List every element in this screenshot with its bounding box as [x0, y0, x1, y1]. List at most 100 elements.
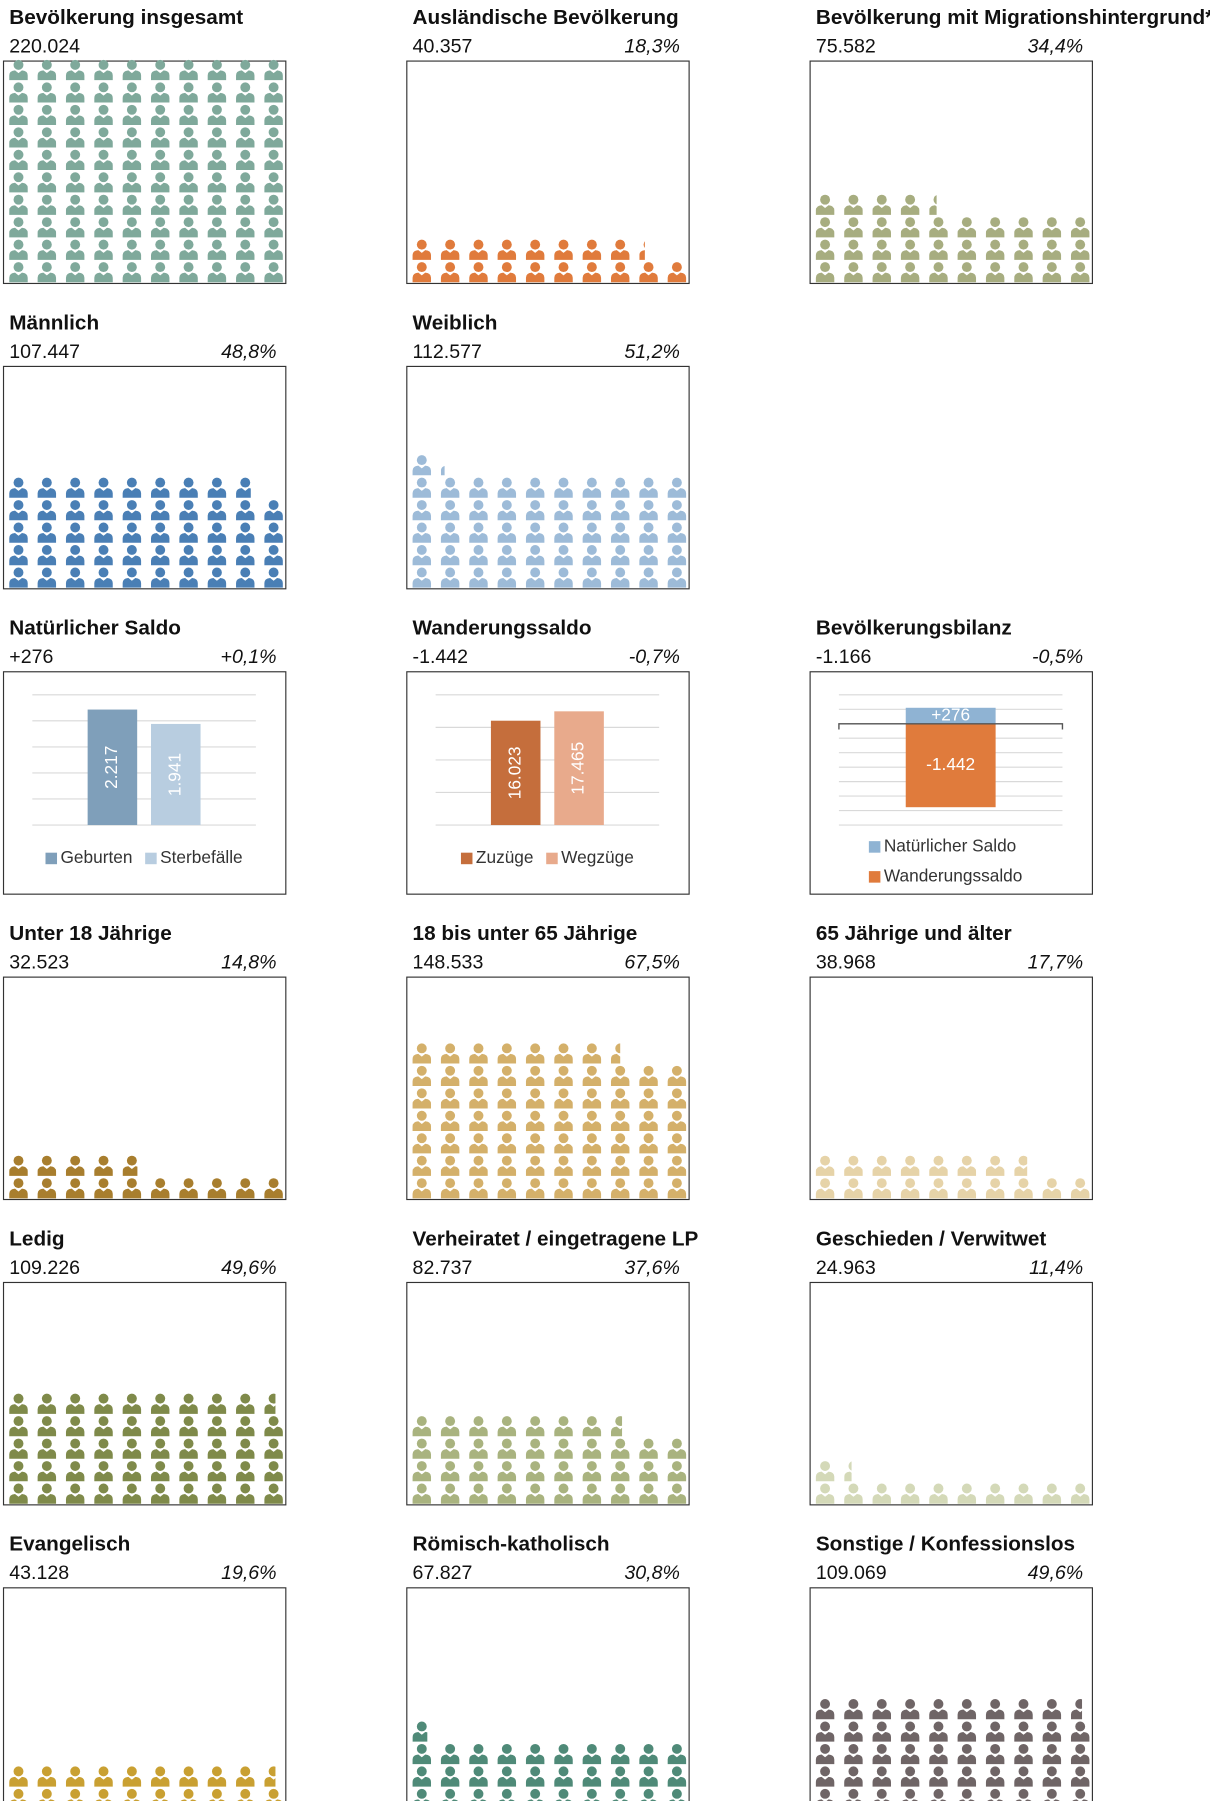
- icon-body: [497, 555, 517, 566]
- person-icon: [1042, 262, 1062, 283]
- person-icon: [554, 1065, 573, 1087]
- icon-head: [961, 217, 972, 228]
- icon-body: [844, 1494, 863, 1504]
- person-icon: [985, 1699, 1005, 1720]
- person-icon: [207, 59, 227, 81]
- person-icon: [122, 545, 142, 566]
- icon-head: [848, 217, 859, 228]
- icon-body: [37, 533, 57, 543]
- icon-body: [1070, 1754, 1090, 1765]
- icon-head: [13, 262, 24, 273]
- person-icon: [582, 1483, 602, 1504]
- icon-body: [469, 488, 488, 498]
- icon-body: [900, 1754, 920, 1765]
- icon-head: [473, 1065, 484, 1076]
- icon-body: [440, 1776, 460, 1787]
- icon-head: [933, 195, 937, 205]
- person-icon: [440, 1178, 460, 1199]
- person-icon: [667, 1438, 687, 1459]
- person-icon: [497, 1043, 517, 1064]
- icon-head: [155, 262, 166, 273]
- legend-swatch: [868, 871, 881, 883]
- icon-body: [37, 1426, 57, 1437]
- panel-total: 38.968: [816, 951, 876, 973]
- person-icon: [667, 1065, 687, 1087]
- icon-body: [929, 1754, 948, 1765]
- person-icon: [639, 1743, 658, 1765]
- person-icon: [815, 1743, 835, 1765]
- icon-body: [122, 1426, 142, 1437]
- person-icon: [207, 172, 227, 193]
- icon-body: [94, 1471, 113, 1482]
- person-icon: [37, 545, 57, 566]
- icon-body: [582, 1121, 602, 1131]
- icon-head: [211, 149, 222, 160]
- icon-body: [957, 272, 977, 283]
- icon-head: [41, 1416, 52, 1427]
- icon-head: [445, 239, 456, 250]
- person-icon: [957, 1178, 977, 1199]
- panel-total: 40.357: [413, 35, 473, 57]
- person-icon: [525, 239, 545, 260]
- icon-head: [905, 262, 916, 273]
- person-icon: [94, 127, 113, 148]
- icon-head: [586, 1766, 597, 1777]
- panel-box: [809, 1587, 1093, 1801]
- panel-total: 75.582: [816, 35, 876, 57]
- icon-body: [412, 1754, 432, 1765]
- icon-body: [525, 555, 545, 566]
- person-icon: [582, 262, 602, 283]
- icon-body: [37, 92, 57, 103]
- icon-head: [126, 500, 137, 510]
- icon-body: [497, 533, 517, 543]
- icon-head: [1075, 1483, 1086, 1494]
- icon-head: [961, 1155, 972, 1166]
- icon-body: [440, 1471, 460, 1482]
- person-icon: [497, 522, 517, 543]
- icon-head: [211, 1416, 222, 1427]
- icon-body: [985, 1188, 1005, 1199]
- icon-head: [848, 262, 859, 273]
- icon-body: [497, 1076, 517, 1087]
- icon-body: [554, 555, 573, 566]
- icon-head: [183, 1461, 194, 1471]
- icon-body: [236, 1471, 255, 1482]
- icon-body: [639, 1449, 658, 1459]
- icon-body: [525, 1471, 545, 1482]
- icon-head: [70, 1788, 81, 1799]
- icon-body: [94, 115, 113, 126]
- icon-head: [183, 522, 194, 533]
- icon-head: [671, 1178, 682, 1189]
- person-icon: [122, 127, 142, 148]
- person-icon: [264, 1393, 276, 1414]
- icon-head: [70, 127, 81, 138]
- icon-head: [848, 239, 859, 250]
- person-icon: [525, 1743, 545, 1765]
- icon-head: [530, 1155, 541, 1166]
- person-icon: [412, 1065, 432, 1087]
- icon-body: [1070, 227, 1090, 238]
- icon-head: [240, 500, 251, 510]
- icon-head: [211, 1766, 222, 1777]
- icon-body: [9, 92, 28, 103]
- person-icon: [469, 500, 488, 521]
- panel-total: 107.447: [9, 341, 80, 363]
- icon-head: [126, 1483, 137, 1494]
- icon-head: [416, 1461, 427, 1471]
- icon-head: [126, 1461, 137, 1471]
- icon-body: [1070, 1731, 1090, 1742]
- icon-body: [236, 250, 255, 260]
- icon-head: [586, 1110, 597, 1121]
- icon-head: [70, 1461, 81, 1471]
- icon-head: [155, 1788, 166, 1799]
- panel-share: 30,8%: [624, 1562, 680, 1584]
- person-icon: [525, 262, 545, 283]
- icon-body: [815, 1494, 835, 1504]
- person-icon: [151, 217, 170, 238]
- icon-body: [179, 182, 198, 193]
- icon-body: [815, 1709, 835, 1720]
- icon-body: [179, 227, 198, 238]
- icon-body: [94, 1166, 113, 1176]
- icon-body: [94, 182, 113, 193]
- person-icon: [207, 1483, 227, 1504]
